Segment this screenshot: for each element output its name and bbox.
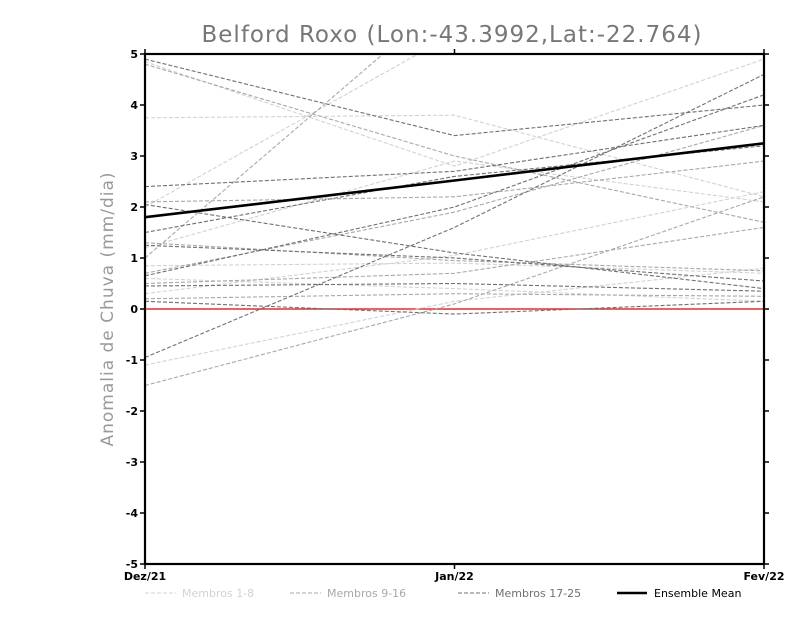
series-ensemble-mean <box>145 142 764 219</box>
y-tick-label: -4 <box>126 507 139 520</box>
series-member-7 <box>145 160 764 249</box>
y-tick-label: 0 <box>130 303 138 316</box>
y-tick-label: -1 <box>126 354 138 367</box>
y-tick-label: -5 <box>126 558 138 571</box>
y-tick-label: -3 <box>126 456 138 469</box>
legend-label: Membros 17-25 <box>495 587 581 600</box>
series-member-3 <box>145 191 764 295</box>
y-tick-label: -2 <box>126 405 138 418</box>
series-member-18 <box>145 124 764 188</box>
series-member-12 <box>145 226 764 285</box>
series-member-10 <box>145 124 764 274</box>
y-tick-label: 1 <box>130 252 138 265</box>
y-tick-label: 5 <box>130 48 138 61</box>
series-member-13 <box>145 196 764 387</box>
y-tick-label: 3 <box>130 150 138 163</box>
series-member-25 <box>145 94 764 277</box>
series-member-5 <box>145 262 764 274</box>
legend-label: Ensemble Mean <box>654 587 741 600</box>
series-member-24 <box>145 300 764 315</box>
chart-title: Belford Roxo (Lon:-43.3992,Lat:-22.764) <box>202 22 703 48</box>
series-member-15 <box>145 293 764 300</box>
series-member-4 <box>145 267 764 366</box>
series-member-20 <box>145 73 764 359</box>
series-member-6 <box>145 58 764 167</box>
x-tick-label: Fev/22 <box>743 570 784 583</box>
x-tick-label: Jan/22 <box>434 570 474 583</box>
series-member-11 <box>145 63 764 223</box>
series-member-19 <box>145 145 764 234</box>
series-member-9 <box>145 54 384 259</box>
series-member-23 <box>145 282 764 292</box>
series-member-21 <box>145 203 764 290</box>
legend-label: Membros 1-8 <box>182 587 254 600</box>
series-member-17 <box>145 58 764 137</box>
y-tick-label: 4 <box>130 99 138 112</box>
series-member-22 <box>145 244 764 282</box>
y-tick-label: 2 <box>130 201 138 214</box>
y-axis-label: Anomalia de Chuva (mm/dia) <box>98 171 118 446</box>
series-member-14 <box>145 160 764 203</box>
x-tick-label: Dez/21 <box>124 570 166 583</box>
series-member-1 <box>145 114 764 198</box>
series-member-16 <box>145 242 764 272</box>
series-member-8 <box>145 277 764 302</box>
legend-label: Membros 9-16 <box>327 587 406 600</box>
